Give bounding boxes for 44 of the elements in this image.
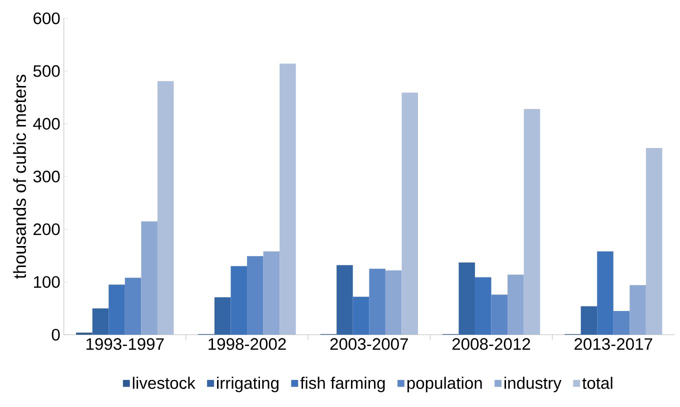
bar (352, 296, 370, 335)
bar (247, 256, 264, 335)
bar (646, 148, 662, 335)
bar (630, 285, 646, 335)
bar (524, 109, 540, 335)
x-tick-label: 1993-1997 (86, 338, 164, 350)
x-tick-label: 2013-2017 (574, 338, 652, 350)
bar (157, 81, 174, 335)
bar (385, 270, 402, 335)
y-tick-label: 500 (33, 65, 60, 77)
bar (402, 92, 418, 335)
y-tick-label: 600 (34, 12, 60, 24)
y-tick-label: 200 (34, 223, 60, 236)
x-tick-label: 1998-2002 (208, 338, 286, 350)
bar (124, 278, 142, 335)
legend-label: total (582, 376, 612, 390)
y-tick-label: 0 (52, 328, 60, 341)
y-tick-label: 300 (33, 170, 60, 182)
bar (597, 251, 614, 335)
bar (92, 308, 109, 335)
bar (369, 268, 386, 335)
bar (214, 297, 231, 335)
bar (613, 311, 630, 335)
y-axis-title: thousands of cubic meters (13, 74, 26, 279)
x-tick-label: 2003-2007 (330, 338, 408, 350)
bar (336, 265, 353, 335)
legend-label: fish farming (300, 376, 385, 392)
bar (108, 284, 125, 335)
legend-label: livestock (132, 376, 196, 390)
legend-label: industry (504, 376, 562, 392)
legend-label: population (407, 376, 482, 392)
bar (580, 306, 598, 335)
bar (458, 262, 475, 335)
bar (280, 64, 296, 335)
bar (263, 251, 280, 335)
bar (508, 274, 524, 335)
bar (141, 221, 158, 335)
bar (474, 277, 492, 335)
bar (491, 294, 508, 335)
legend-label: irrigating (217, 376, 278, 392)
x-tick-label: 2008-2012 (452, 338, 530, 350)
bar (230, 266, 248, 335)
y-tick-label: 100 (34, 276, 60, 288)
y-tick-label: 400 (33, 118, 60, 130)
